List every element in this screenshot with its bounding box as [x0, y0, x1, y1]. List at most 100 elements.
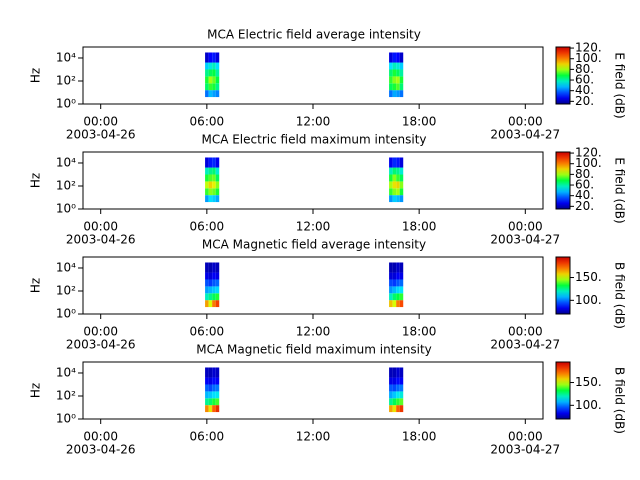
y-tick-label: 10⁴	[56, 155, 76, 169]
spectrogram-cell	[399, 384, 404, 392]
y-tick-label: 10²	[56, 73, 76, 87]
spectrogram-cell	[399, 167, 404, 175]
y-tick-label: 10²	[56, 388, 76, 402]
spectrogram-cell	[215, 62, 220, 70]
spectrogram-cell	[215, 293, 220, 301]
y-tick-label: 10⁴	[56, 50, 76, 64]
spectrogram-cell	[215, 262, 220, 273]
spectrogram-cell	[205, 157, 209, 168]
spectrogram-cell	[389, 391, 393, 399]
spectrogram-cell	[208, 293, 213, 301]
spectrogram-cell	[208, 286, 213, 294]
spectrogram-cell	[215, 157, 220, 168]
spectrogram-cell	[212, 69, 216, 77]
colorbar-tick-label: 60.	[575, 73, 594, 87]
axes-frame	[82, 151, 544, 210]
x-tick-label: 06:00	[190, 430, 225, 444]
spectrogram-cell	[212, 76, 216, 84]
spectrogram-cell	[215, 405, 220, 413]
x-tick-label: 18:00	[402, 220, 437, 234]
x-tick-label: 06:00	[190, 115, 225, 129]
colorbar-tick-label: 100.	[575, 293, 602, 307]
spectrogram-cell	[208, 52, 213, 63]
spectrogram-cell	[208, 76, 213, 84]
spectrogram-cell	[392, 262, 397, 273]
spectrogram-cell	[205, 62, 209, 70]
spectrogram-cell	[208, 398, 213, 406]
spectrogram-cell	[212, 279, 216, 287]
y-tick-label: 10²	[56, 178, 76, 192]
spectrogram-cell	[399, 391, 404, 399]
spectrogram-cell	[399, 174, 404, 182]
spectrogram-cell	[212, 286, 216, 294]
spectrogram-cell	[215, 195, 220, 203]
spectrogram-cell	[389, 76, 393, 84]
spectrogram-cell	[399, 398, 404, 406]
spectrogram-cell	[399, 377, 404, 385]
spectrogram-cell	[205, 181, 209, 189]
spectrogram-cell	[396, 405, 400, 413]
colorbar	[555, 361, 571, 420]
spectrogram-cell	[399, 76, 404, 84]
colorbar-tick-label: 80.	[575, 167, 594, 181]
spectrogram-cell	[208, 262, 213, 273]
panel-title: MCA Electric field average intensity	[207, 28, 421, 42]
colorbar-tick-label: 60.	[575, 178, 594, 192]
spectrogram-cell	[389, 293, 393, 301]
spectrogram-cell	[396, 272, 400, 280]
spectrogram-cell	[212, 167, 216, 175]
x-tick-label: 00:00	[83, 115, 118, 129]
spectrogram-cell	[392, 398, 397, 406]
x-tick-label: 00:00	[508, 430, 543, 444]
spectrogram-cell	[215, 69, 220, 77]
x-tick-label: 06:00	[190, 220, 225, 234]
x-tick-label: 18:00	[402, 430, 437, 444]
spectrogram-cell	[396, 76, 400, 84]
spectrogram-cell	[212, 83, 216, 91]
colorbar-tick-label: 150.	[575, 375, 602, 389]
spectrogram-cell	[392, 52, 397, 63]
spectrogram-cell	[205, 272, 209, 280]
colorbar-tick-label: 40.	[575, 188, 594, 202]
spectrogram-cell	[205, 83, 209, 91]
spectrogram-cell	[205, 377, 209, 385]
spectrogram-cell	[212, 367, 216, 378]
spectrogram-cell	[212, 181, 216, 189]
spectrogram-cell	[212, 262, 216, 273]
spectrogram-cell	[399, 188, 404, 196]
spectrogram-cell	[208, 181, 213, 189]
spectrogram-cell	[215, 83, 220, 91]
spectrogram-cell	[392, 157, 397, 168]
spectrogram-cell	[392, 181, 397, 189]
y-tick-label: 10⁰	[56, 97, 76, 111]
spectrogram-cell	[399, 293, 404, 301]
spectrogram-cell	[205, 188, 209, 196]
spectrogram-cell	[389, 377, 393, 385]
panel-title: MCA Electric field maximum intensity	[201, 133, 426, 147]
spectrogram-cell	[208, 367, 213, 378]
spectrogram-cell	[212, 195, 216, 203]
spectrogram-cell	[208, 391, 213, 399]
spectrogram-cell	[392, 405, 397, 413]
spectrogram-cell	[215, 398, 220, 406]
spectrogram-cell	[389, 181, 393, 189]
colorbar-tick-label: 100.	[575, 398, 602, 412]
colorbar	[555, 256, 571, 315]
x-tick-label: 06:00	[190, 325, 225, 339]
colorbar-tick-label: 120.	[575, 41, 602, 55]
spectrogram-cell	[396, 286, 400, 294]
spectrogram-cell	[212, 272, 216, 280]
spectrogram-cell	[215, 174, 220, 182]
spectrogram-cell	[208, 157, 213, 168]
spectrogram-cell	[389, 195, 393, 203]
spectrogram-cell	[205, 69, 209, 77]
spectrogram-cell	[392, 174, 397, 182]
spectrogram-cell	[215, 384, 220, 392]
spectrogram-cell	[389, 83, 393, 91]
y-axis-label: Hz	[29, 173, 43, 188]
spectrogram-cell	[208, 174, 213, 182]
colorbar-tick-label: 20.	[575, 94, 594, 108]
spectrogram-cell	[392, 293, 397, 301]
spectrogram-cell	[389, 279, 393, 287]
